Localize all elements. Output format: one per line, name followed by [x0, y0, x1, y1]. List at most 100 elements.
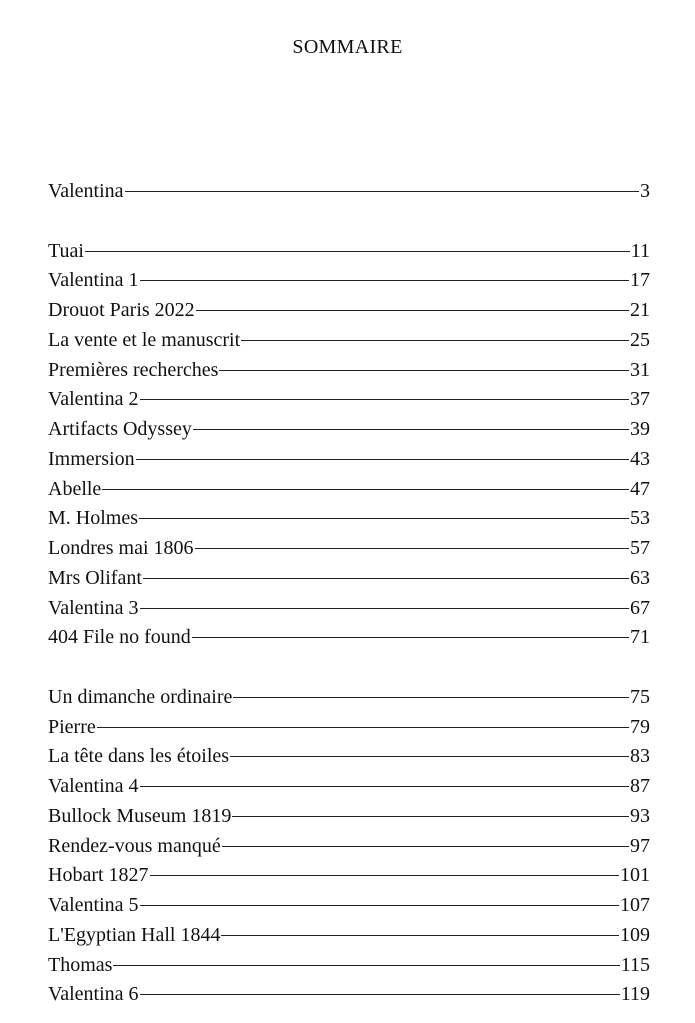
- toc-entry-title: Bullock Museum 1819: [48, 804, 232, 827]
- toc-entry-page: 39: [630, 418, 650, 440]
- toc-entry-page: 119: [620, 983, 650, 1006]
- toc-entry: M. Holmes 53: [48, 504, 650, 534]
- toc-entry-page: 101: [620, 864, 650, 887]
- toc-entry-page: 87: [630, 775, 650, 797]
- toc-entry-page: 53: [630, 507, 650, 530]
- toc-entry-page: 37: [630, 388, 650, 411]
- toc-entry: Rendez-vous manqué 97: [48, 832, 650, 862]
- toc-leader-line: [221, 845, 629, 847]
- toc-entry-title: Valentina 3: [48, 596, 139, 619]
- toc-entry-title: Pierre: [48, 715, 96, 738]
- toc-entry: Valentina 1 17: [48, 266, 650, 296]
- toc-leader-line: [219, 369, 629, 371]
- toc-entry-title: Valentina 5: [48, 894, 139, 916]
- toc-entry-title: 404 File no found: [48, 626, 191, 649]
- toc-entry-title: La vente et le manuscrit: [48, 328, 241, 351]
- toc-entry: Valentina 4 87: [48, 772, 650, 802]
- toc-leader-line: [149, 875, 619, 877]
- toc-entry-title: Londres mai 1806: [48, 537, 194, 559]
- toc-leader-line: [194, 548, 629, 549]
- toc-entry: Valentina 6 119: [48, 980, 650, 1010]
- toc-entry-page: 109: [620, 923, 650, 946]
- toc-entry-page: 79: [630, 715, 650, 738]
- toc-leader-line: [195, 310, 629, 311]
- toc-entry-title: Immersion: [48, 447, 135, 470]
- toc-leader-line: [102, 488, 629, 490]
- toc-entry-title: Valentina 4: [48, 775, 139, 797]
- toc-leader-line: [84, 250, 630, 252]
- toc-leader-line: [241, 339, 629, 341]
- toc-entry: Tuai 11: [48, 237, 650, 267]
- toc-entry-page: 67: [630, 596, 650, 619]
- toc-entry-page: 57: [630, 537, 650, 559]
- toc-entry-page: 47: [630, 477, 650, 500]
- toc-entry: Valentina 2 37: [48, 385, 650, 415]
- toc-entry-page: 21: [630, 299, 650, 321]
- toc-entry-page: 17: [630, 269, 650, 292]
- toc-entry-title: Valentina 1: [48, 269, 139, 292]
- toc-entry-title: Valentina 2: [48, 388, 139, 411]
- toc-entry: Bullock Museum 1819 93: [48, 802, 650, 832]
- toc-entry-page: 93: [630, 804, 650, 827]
- toc-entry: La vente et le manuscrit 25: [48, 326, 650, 356]
- toc-entry-title: Mrs Olifant: [48, 566, 142, 589]
- toc-entry: L'Egyptian Hall 1844 109: [48, 921, 650, 951]
- toc-entry-title: Thomas: [48, 953, 113, 976]
- table-of-contents: Valentina 3 Tuai 11 Valentina 1 17 Drouot Pari…: [48, 177, 650, 1010]
- toc-entry-title: Artifacts Odyssey: [48, 418, 192, 440]
- toc-entry-title: M. Holmes: [48, 507, 138, 530]
- toc-entry: Valentina 5 107: [48, 891, 650, 921]
- toc-entry-page: 97: [630, 834, 650, 857]
- toc-leader-line: [232, 815, 629, 817]
- toc-entry-title: Hobart 1827: [48, 864, 149, 887]
- toc-leader-line: [124, 191, 639, 192]
- toc-entry-page: 3: [640, 180, 650, 202]
- toc-entry-title: L'Egyptian Hall 1844: [48, 923, 221, 946]
- toc-entry: Hobart 1827 101: [48, 861, 650, 891]
- toc-entry: Un dimanche ordinaire 75: [48, 683, 650, 713]
- toc-leader-line: [139, 607, 629, 609]
- toc-leader-line: [139, 399, 629, 401]
- toc-entry-page: 25: [630, 328, 650, 351]
- toc-leader-line: [192, 429, 629, 430]
- toc-entry: Pierre 79: [48, 713, 650, 743]
- toc-entry: Abelle 47: [48, 475, 650, 505]
- toc-entry-page: 11: [630, 239, 650, 262]
- toc-entry: Immersion 43: [48, 445, 650, 475]
- toc-entry-page: 43: [630, 447, 650, 470]
- toc-entry: Thomas 115: [48, 951, 650, 981]
- toc-leader-line: [230, 756, 629, 758]
- toc-entry: 404 File no found 71: [48, 623, 650, 653]
- toc-leader-line: [191, 637, 629, 639]
- toc-entry-title: Valentina: [48, 180, 124, 202]
- toc-leader-line: [221, 934, 619, 936]
- toc-entry-title: Valentina 6: [48, 983, 139, 1006]
- toc-entry: Drouot Paris 2022 21: [48, 296, 650, 326]
- toc-leader-line: [233, 696, 629, 698]
- toc-entry-title: Drouot Paris 2022: [48, 299, 195, 321]
- toc-leader-line: [139, 280, 629, 282]
- toc-entry-page: 31: [630, 358, 650, 381]
- group-spacer: [48, 207, 650, 237]
- toc-entry: Mrs Olifant 63: [48, 564, 650, 594]
- group-spacer: [48, 653, 650, 683]
- toc-leader-line: [139, 905, 619, 906]
- toc-leader-line: [135, 458, 629, 460]
- toc-entry: Valentina 3 67: [48, 594, 650, 624]
- toc-leader-line: [96, 726, 629, 728]
- toc-entry: La tête dans les étoiles 83: [48, 742, 650, 772]
- toc-entry-page: 107: [620, 894, 650, 916]
- toc-entry-title: La tête dans les étoiles: [48, 745, 230, 768]
- toc-entry-title: Abelle: [48, 477, 102, 500]
- toc-leader-line: [113, 964, 620, 966]
- toc-entry-title: Rendez-vous manqué: [48, 834, 221, 857]
- toc-entry-title: Un dimanche ordinaire: [48, 685, 233, 708]
- toc-entry-page: 83: [630, 745, 650, 768]
- toc-entry: Artifacts Odyssey 39: [48, 415, 650, 445]
- toc-entry-page: 63: [630, 566, 650, 589]
- toc-entry-title: Premières recherches: [48, 358, 219, 381]
- toc-leader-line: [142, 577, 629, 579]
- toc-entry-page: 75: [630, 685, 650, 708]
- toc-entry: Londres mai 1806 57: [48, 534, 650, 564]
- page-title: SOMMAIRE: [292, 36, 403, 58]
